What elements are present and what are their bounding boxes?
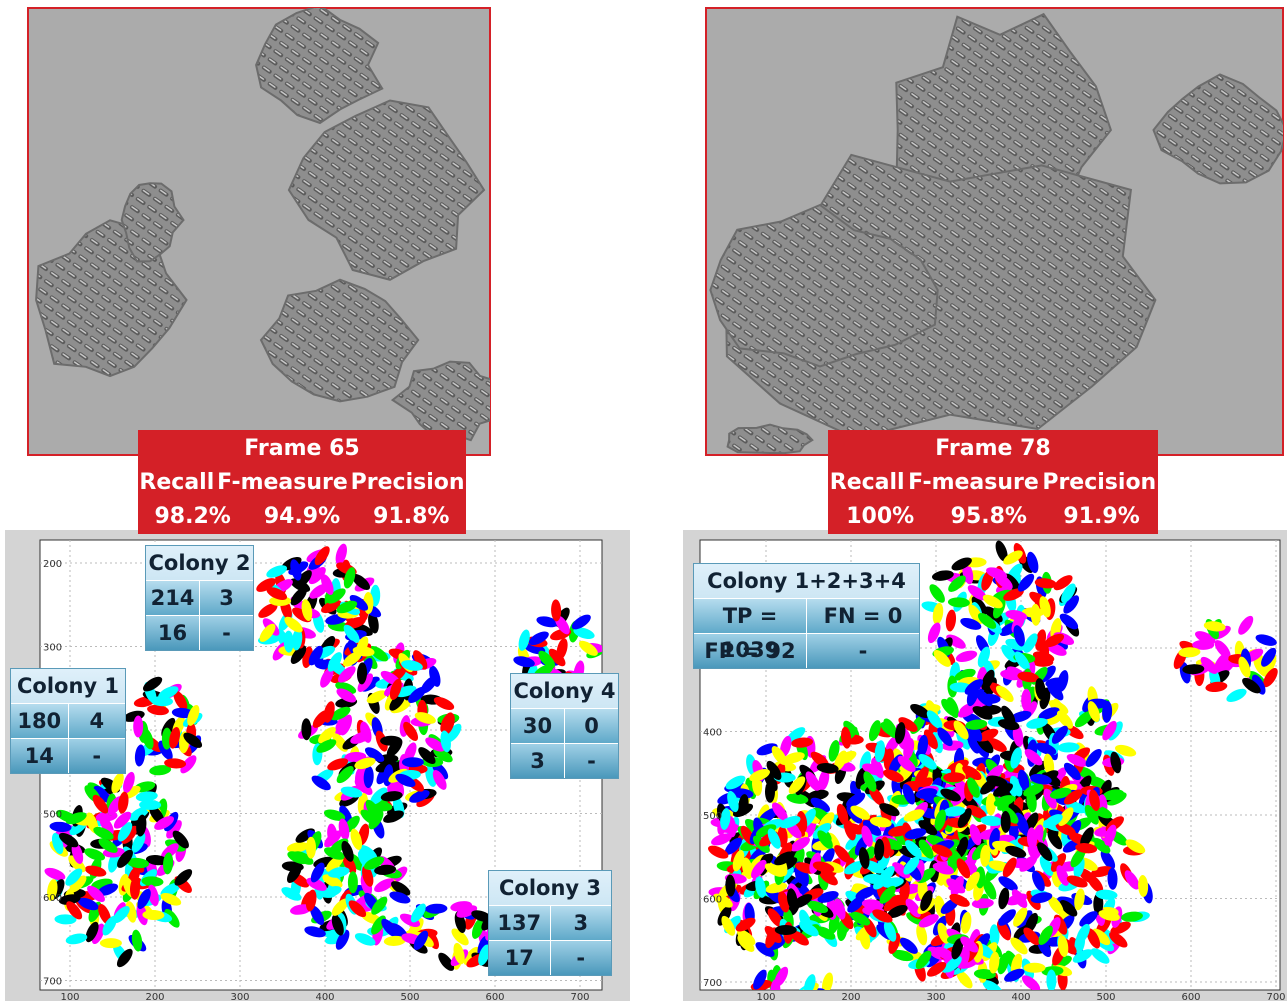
colony-title: Colony 1 [11,669,125,704]
colony-image [532,68,610,142]
cell [133,716,143,738]
colony-cell: 17 [489,941,551,975]
colony-cell: 30 [511,709,565,743]
x-tick-label: 500 [1096,992,1115,1001]
colony-cell: 3 [200,581,253,615]
colony-table: Colony 3137317- [488,870,612,976]
cell [1024,963,1046,973]
colony-row: FP = 92- [694,634,919,668]
colony-cell: 0 [565,709,618,743]
colony-title: Colony 3 [489,871,611,906]
colony-table: Colony 1+2+3+4TP = 1039FN = 0FP = 92- [693,563,920,669]
colony-row: 300 [511,709,618,744]
colony-table: Colony 1180414- [10,668,126,774]
x-tick-label: 700 [570,992,589,1001]
figure: 100 200 300 400 500 600 700 200 300 400 500 600 700 1… [0,0,1287,1001]
y-tick-label: 500 [703,811,722,822]
y-tick-label: 700 [43,977,62,988]
y-tick-label: 600 [43,893,62,904]
x-tick-label: 200 [841,992,860,1001]
y-tick-label: 200 [43,559,62,570]
colony-cell: 3 [551,906,612,940]
metric-value: 98.2% [155,500,231,534]
colony-cell: - [565,744,618,778]
x-tick-label: 300 [926,992,945,1001]
colony-row: TP = 1039FN = 0 [694,599,919,634]
colony-row: 1804 [11,704,125,739]
cell [775,925,797,935]
frame-label: Frame 65 [138,430,466,466]
x-tick-label: 400 [1011,992,1030,1001]
x-tick-label: 600 [1181,992,1200,1001]
cell [380,736,402,746]
x-tick-label: 300 [230,992,249,1001]
y-tick-label: 700 [703,978,722,989]
cell [348,871,358,893]
colony-table: Colony 2214316- [145,545,254,651]
colony-cell: 14 [11,739,69,773]
metric-name: F-measure [217,466,348,500]
cell [100,938,122,948]
colony-cell: - [200,616,253,650]
colony-cell: 137 [489,906,551,940]
x-tick-label: 400 [315,992,334,1001]
metric-name: Recall [830,466,905,500]
x-tick-label: 500 [400,992,419,1001]
metric-name: Recall [139,466,214,500]
metrics-box: Frame 65RecallF-measurePrecision98.2%94.… [138,430,466,534]
metric-row: 98.2% 94.9% 91.8% [138,500,466,534]
cell [402,757,424,767]
metric-value: 95.8% [951,500,1027,534]
colony-title: Colony 4 [511,674,618,709]
colony-cell: FP = 92 [694,634,807,668]
colony-cell: 180 [11,704,69,738]
cell [1046,970,1056,992]
metric-value: 91.9% [1063,500,1139,534]
y-tick-label: 300 [43,643,62,654]
y-tick-label: 500 [43,810,62,821]
x-tick-label: 600 [485,992,504,1001]
y-tick-label: 600 [703,895,722,906]
metric-value: 94.9% [264,500,340,534]
colony-row: 14- [11,739,125,773]
colony-cell: - [551,941,612,975]
metric-name: F-measure [908,466,1039,500]
x-tick-label: 700 [1266,992,1285,1001]
y-tick-label: 400 [703,728,722,739]
colony-cell: 16 [146,616,200,650]
x-tick-label: 100 [756,992,775,1001]
colony-title: Colony 2 [146,546,253,581]
frame-label: Frame 78 [828,430,1158,466]
metrics-box: Frame 78RecallF-measurePrecision100%95.8… [828,430,1158,534]
colony-title: Colony 1+2+3+4 [694,564,919,599]
colony-cell: FN = 0 [807,599,919,633]
colony-cell: TP = 1039 [694,599,807,633]
colony-row: 16- [146,616,253,650]
cell [306,837,316,859]
colony-row: 3- [511,744,618,778]
colony-cell: 4 [69,704,126,738]
colony-cell: - [807,634,919,668]
metric-row: 100% 95.8% 91.9% [828,500,1158,534]
colony-cell: 3 [511,744,565,778]
colony-table: Colony 43003- [510,673,619,779]
metric-row: RecallF-measurePrecision [828,466,1158,500]
x-tick-label: 100 [60,992,79,1001]
colony-row: 17- [489,941,611,975]
metric-value: 100% [846,500,914,534]
metric-name: Precision [351,466,465,500]
x-tick-label: 200 [145,992,164,1001]
metric-value: 91.8% [373,500,449,534]
colony-cell: - [69,739,126,773]
colony-cell: 214 [146,581,200,615]
metric-name: Precision [1042,466,1156,500]
